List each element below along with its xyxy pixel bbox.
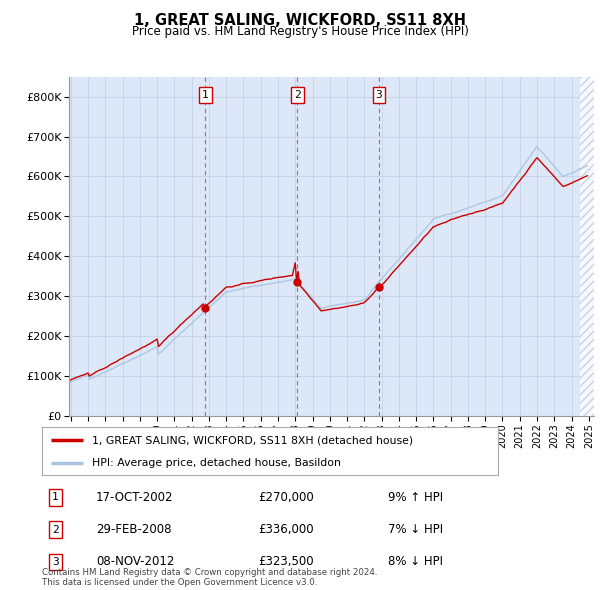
Text: 7% ↓ HPI: 7% ↓ HPI <box>388 523 443 536</box>
Text: 29-FEB-2008: 29-FEB-2008 <box>96 523 172 536</box>
Text: £270,000: £270,000 <box>258 491 314 504</box>
Bar <box>580 77 594 416</box>
Text: 17-OCT-2002: 17-OCT-2002 <box>96 491 173 504</box>
Text: 08-NOV-2012: 08-NOV-2012 <box>96 555 175 568</box>
Text: 3: 3 <box>52 556 59 566</box>
Text: £323,500: £323,500 <box>258 555 314 568</box>
Text: Contains HM Land Registry data © Crown copyright and database right 2024.
This d: Contains HM Land Registry data © Crown c… <box>42 568 377 587</box>
Text: 1: 1 <box>202 90 209 100</box>
Text: £336,000: £336,000 <box>258 523 314 536</box>
Text: 1, GREAT SALING, WICKFORD, SS11 8XH: 1, GREAT SALING, WICKFORD, SS11 8XH <box>134 13 466 28</box>
Text: 2: 2 <box>52 525 59 535</box>
Text: 9% ↑ HPI: 9% ↑ HPI <box>388 491 443 504</box>
Text: HPI: Average price, detached house, Basildon: HPI: Average price, detached house, Basi… <box>92 458 341 468</box>
Text: 1, GREAT SALING, WICKFORD, SS11 8XH (detached house): 1, GREAT SALING, WICKFORD, SS11 8XH (det… <box>92 435 413 445</box>
Text: Price paid vs. HM Land Registry's House Price Index (HPI): Price paid vs. HM Land Registry's House … <box>131 25 469 38</box>
Text: 8% ↓ HPI: 8% ↓ HPI <box>388 555 443 568</box>
Text: 3: 3 <box>376 90 382 100</box>
Text: 1: 1 <box>52 493 59 503</box>
Text: 2: 2 <box>294 90 301 100</box>
